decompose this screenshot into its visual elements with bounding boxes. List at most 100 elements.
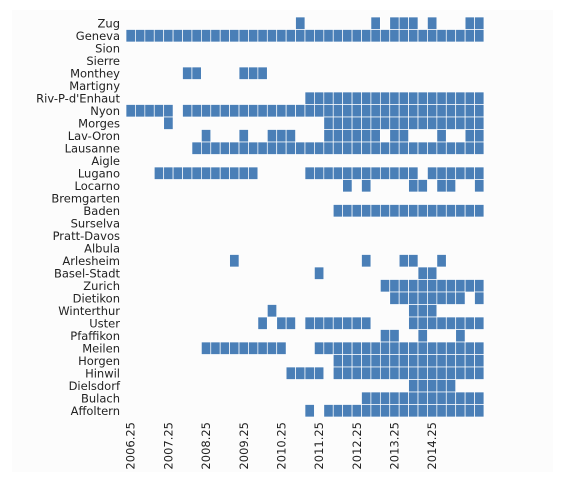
heatmap-cell: [417, 404, 428, 418]
heatmap-cell: [379, 391, 391, 405]
heatmap-cell: [379, 91, 391, 105]
heatmap-cell: [427, 291, 438, 305]
heatmap-cell: [398, 204, 409, 218]
heatmap-cell: [427, 116, 438, 130]
heatmap-cell: [361, 354, 372, 368]
heatmap-cell: [135, 104, 146, 118]
heatmap-cell: [323, 141, 334, 155]
y-tick-label: Winterthur: [58, 304, 120, 318]
heatmap-cell: [427, 391, 438, 405]
heatmap-cell: [389, 166, 400, 180]
heatmap-cell: [210, 141, 221, 155]
heatmap-cell: [285, 141, 296, 155]
heatmap-cell: [370, 91, 381, 105]
heatmap-cell: [417, 279, 428, 293]
heatmap-cell: [361, 141, 372, 155]
heatmap-cell: [266, 29, 278, 43]
heatmap-cell: [389, 329, 400, 343]
heatmap-cell: [474, 29, 485, 43]
heatmap-cell: [389, 91, 400, 105]
y-tick-label: Pfaffikon: [70, 329, 120, 343]
heatmap-cell: [389, 29, 400, 43]
heatmap-cell: [229, 104, 240, 118]
heatmap-cell: [464, 16, 475, 30]
heatmap-cell: [398, 254, 409, 268]
heatmap-cell: [464, 341, 475, 355]
y-tick-label: Nyon: [90, 104, 120, 118]
heatmap-cell: [323, 404, 334, 418]
heatmap-cell: [408, 204, 419, 218]
y-tick-label: Affoltern: [71, 404, 120, 418]
heatmap-cell: [398, 354, 409, 368]
heatmap-cell: [323, 104, 334, 118]
heatmap-cell: [248, 166, 259, 180]
heatmap-cell: [427, 366, 438, 380]
heatmap-cell: [342, 204, 353, 218]
heatmap-cell: [379, 404, 391, 418]
heatmap-cell: [464, 391, 475, 405]
heatmap-cell: [351, 141, 362, 155]
heatmap-cell: [408, 179, 419, 193]
heatmap-cell: [191, 141, 202, 155]
x-tick-label: 2014.25: [425, 422, 439, 470]
heatmap-cell: [455, 29, 466, 43]
heatmap-cell: [210, 104, 221, 118]
heatmap-cell: [153, 104, 165, 118]
heatmap-cell: [370, 104, 381, 118]
heatmap-cell: [285, 104, 296, 118]
heatmap-cell: [210, 341, 221, 355]
heatmap-cell: [342, 366, 353, 380]
heatmap-cell: [379, 141, 391, 155]
heatmap-cell: [417, 329, 428, 343]
heatmap-cell: [427, 266, 438, 280]
y-tick-label: Martigny: [69, 79, 120, 93]
heatmap-cell: [285, 366, 296, 380]
heatmap-cell: [474, 391, 485, 405]
heatmap-cell: [276, 129, 287, 143]
heatmap-cell: [417, 104, 428, 118]
heatmap-cell: [379, 341, 391, 355]
heatmap-cell: [398, 141, 409, 155]
heatmap-cell: [389, 104, 400, 118]
heatmap-cell: [389, 204, 400, 218]
heatmap-cell: [445, 316, 457, 330]
heatmap-cell: [332, 354, 344, 368]
heatmap-cell: [464, 316, 475, 330]
y-tick-label: Lugano: [78, 166, 120, 180]
heatmap-cell: [427, 141, 438, 155]
heatmap-cell: [408, 116, 419, 130]
heatmap-cell: [474, 116, 485, 130]
heatmap-cell: [389, 16, 400, 30]
heatmap-cell: [370, 204, 381, 218]
heatmap-cell: [361, 166, 372, 180]
heatmap-cell: [361, 254, 372, 268]
heatmap-cell: [445, 204, 457, 218]
heatmap-cell: [474, 354, 485, 368]
heatmap-cell: [474, 404, 485, 418]
heatmap-cell: [370, 29, 381, 43]
heatmap-cell: [219, 341, 230, 355]
heatmap-cell: [163, 166, 174, 180]
heatmap-cell: [182, 166, 193, 180]
heatmap-cell: [464, 279, 475, 293]
heatmap-cell: [436, 354, 447, 368]
y-tick-label: Basel-Stadt: [54, 266, 121, 280]
heatmap-cell: [398, 91, 409, 105]
heatmap-cell: [408, 354, 419, 368]
heatmap-cell: [436, 366, 447, 380]
heatmap-cell: [332, 341, 344, 355]
heatmap-cell: [295, 104, 306, 118]
heatmap-cell: [474, 366, 485, 380]
heatmap-cell: [361, 404, 372, 418]
y-tick-label: Uster: [89, 316, 120, 330]
heatmap-cell: [455, 341, 466, 355]
heatmap-cell: [351, 104, 362, 118]
heatmap-cell: [304, 316, 315, 330]
heatmap-cell: [276, 141, 287, 155]
heatmap-cell: [408, 404, 419, 418]
heatmap-cell: [417, 391, 428, 405]
heatmap-cell: [370, 16, 381, 30]
heatmap-cell: [314, 341, 325, 355]
heatmap-cell: [238, 166, 249, 180]
y-tick-label: Arlesheim: [62, 254, 120, 268]
